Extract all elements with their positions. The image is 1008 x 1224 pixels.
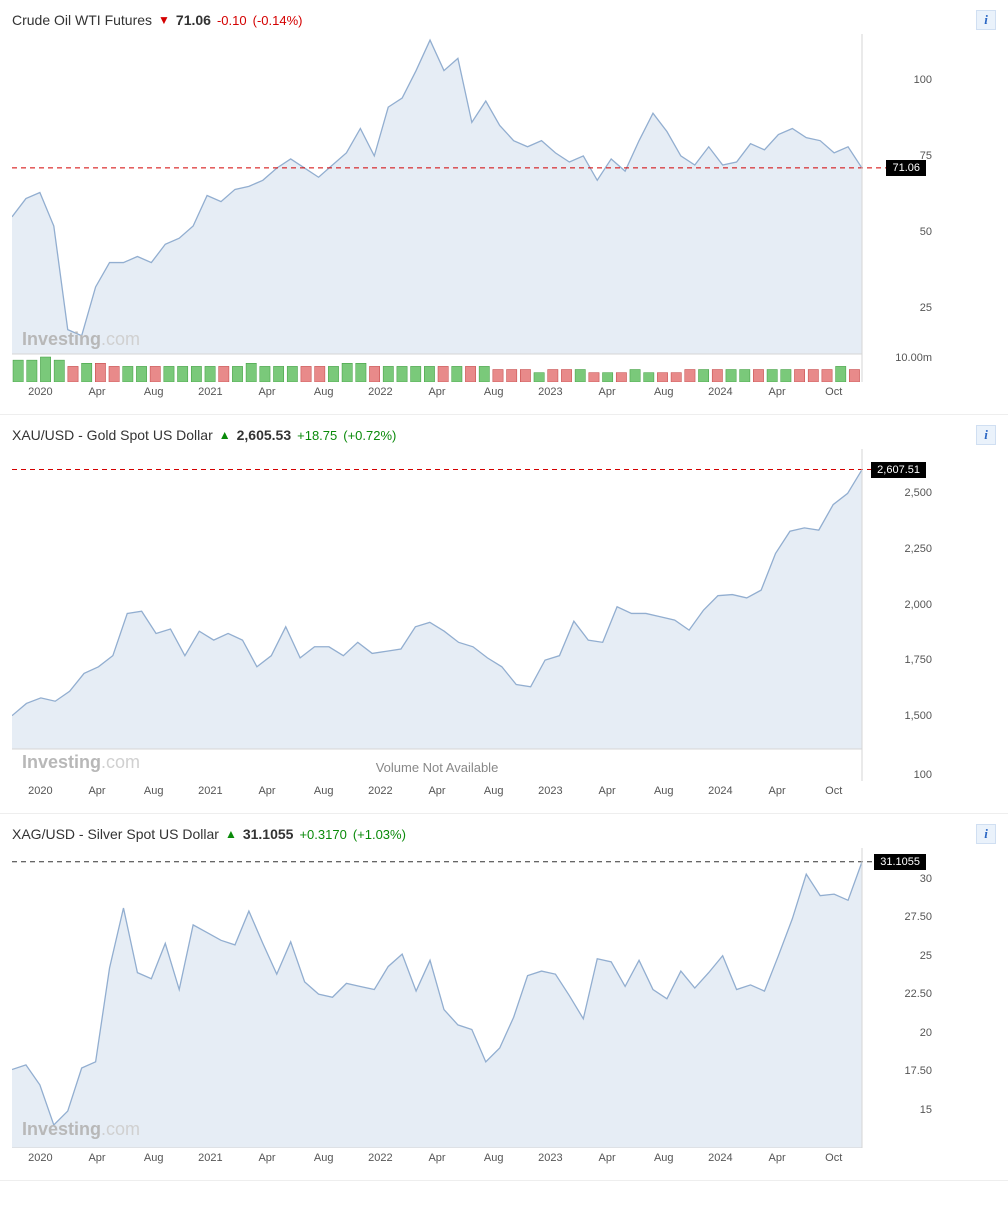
- gold-chart-panel: XAU/USD - Gold Spot US Dollar ▲ 2,605.53 +1…: [0, 415, 1008, 814]
- x-axis-label: 2021: [182, 1152, 239, 1164]
- x-axis-label: 2022: [352, 1152, 409, 1164]
- x-axis-label: Aug: [635, 1152, 692, 1164]
- chart-title: XAU/USD - Gold Spot US Dollar: [12, 427, 213, 443]
- x-axis-label: Aug: [635, 785, 692, 797]
- x-axis-label: Apr: [409, 1152, 466, 1164]
- price-value: 71.06: [176, 12, 211, 28]
- arrow-up-icon: ▲: [219, 428, 231, 442]
- x-axis-label: Apr: [239, 785, 296, 797]
- x-axis-label: 2023: [522, 386, 579, 398]
- info-icon[interactable]: i: [976, 10, 996, 30]
- chart-header: XAG/USD - Silver Spot US Dollar ▲ 31.1055 +…: [12, 826, 1008, 842]
- x-axis-label: Aug: [295, 785, 352, 797]
- x-axis: 2020AprAug2021AprAug2022AprAug2023AprAug…: [12, 1152, 932, 1164]
- y-axis-label: 22.50: [904, 988, 932, 1000]
- price-change-pct: (+0.72%): [343, 428, 396, 443]
- x-axis-label: Apr: [239, 1152, 296, 1164]
- y-axis-label: 17.50: [904, 1065, 932, 1077]
- x-axis-label: 2023: [522, 785, 579, 797]
- chart-body: 25507510010.00m71.06Investing.com: [12, 34, 932, 382]
- x-axis-label: 2024: [692, 1152, 749, 1164]
- x-axis-label: Aug: [465, 785, 522, 797]
- x-axis-label: 2020: [12, 1152, 69, 1164]
- y-axis-label: 1,500: [904, 710, 932, 722]
- price-tag: 71.06: [886, 160, 926, 176]
- y-axis-label: 30: [920, 873, 932, 885]
- x-axis-label: Apr: [579, 785, 636, 797]
- x-axis-label: Aug: [125, 1152, 182, 1164]
- x-axis-label: Aug: [125, 785, 182, 797]
- x-axis-label: Apr: [69, 785, 126, 797]
- price-tag: 31.1055: [874, 854, 926, 870]
- y-axis-label: 1,750: [904, 654, 932, 666]
- x-axis-label: Apr: [409, 386, 466, 398]
- price-change: +0.3170: [299, 827, 346, 842]
- x-axis-label: Apr: [579, 386, 636, 398]
- y-axis-label: 50: [920, 226, 932, 238]
- chart-header: Crude Oil WTI Futures ▼ 71.06 -0.10 (-0.14%): [12, 12, 1008, 28]
- x-axis: 2020AprAug2021AprAug2022AprAug2023AprAug…: [12, 785, 932, 797]
- x-axis-label: Oct: [805, 1152, 862, 1164]
- y-axis-label: 100: [914, 74, 932, 86]
- price-change-pct: (+1.03%): [353, 827, 406, 842]
- info-icon[interactable]: i: [976, 824, 996, 844]
- x-axis-label: Apr: [749, 386, 806, 398]
- x-axis-label: Oct: [805, 386, 862, 398]
- price-change-pct: (-0.14%): [253, 13, 303, 28]
- volume-axis-label: 10.00m: [895, 352, 932, 364]
- chart-title: Crude Oil WTI Futures: [12, 12, 152, 28]
- x-axis-label: 2022: [352, 386, 409, 398]
- x-axis-label: Oct: [805, 785, 862, 797]
- chart-header: XAU/USD - Gold Spot US Dollar ▲ 2,605.53 +1…: [12, 427, 1008, 443]
- x-axis: 2020AprAug2021AprAug2022AprAug2023AprAug…: [12, 386, 932, 398]
- y-axis-label: 25: [920, 302, 932, 314]
- volume-not-available: Volume Not Available: [12, 760, 862, 775]
- x-axis-label: Apr: [69, 1152, 126, 1164]
- chart-title: XAG/USD - Silver Spot US Dollar: [12, 826, 219, 842]
- x-axis-label: Apr: [749, 1152, 806, 1164]
- y-axis-label: 2,500: [904, 487, 932, 499]
- price-value: 31.1055: [243, 826, 294, 842]
- x-axis-label: 2023: [522, 1152, 579, 1164]
- x-axis-label: Apr: [69, 386, 126, 398]
- x-axis-label: 2024: [692, 785, 749, 797]
- arrow-up-icon: ▲: [225, 827, 237, 841]
- x-axis-label: Aug: [635, 386, 692, 398]
- x-axis-label: Aug: [465, 386, 522, 398]
- y-axis-label: 100: [914, 769, 932, 781]
- chart-body: 1517.502022.502527.503031.1055Investing.…: [12, 848, 932, 1148]
- x-axis-label: 2021: [182, 386, 239, 398]
- y-axis-label: 20: [920, 1027, 932, 1039]
- x-axis-label: Aug: [295, 1152, 352, 1164]
- y-axis-label: 15: [920, 1104, 932, 1116]
- x-axis-label: Apr: [579, 1152, 636, 1164]
- price-value: 2,605.53: [237, 427, 292, 443]
- x-axis-label: Aug: [465, 1152, 522, 1164]
- x-axis-label: Aug: [295, 386, 352, 398]
- chart-body: 1,5001,7502,0002,2502,5001002,607.51Inve…: [12, 449, 932, 781]
- x-axis-label: 2020: [12, 386, 69, 398]
- arrow-down-icon: ▼: [158, 13, 170, 27]
- x-axis-label: Apr: [409, 785, 466, 797]
- info-icon[interactable]: i: [976, 425, 996, 445]
- x-axis-label: 2022: [352, 785, 409, 797]
- x-axis-label: 2020: [12, 785, 69, 797]
- x-axis-label: 2024: [692, 386, 749, 398]
- silver-chart-panel: XAG/USD - Silver Spot US Dollar ▲ 31.1055 +…: [0, 814, 1008, 1181]
- x-axis-label: Apr: [239, 386, 296, 398]
- x-axis-label: 2021: [182, 785, 239, 797]
- x-axis-label: Apr: [749, 785, 806, 797]
- price-change: -0.10: [217, 13, 247, 28]
- y-axis-label: 2,000: [904, 599, 932, 611]
- y-axis-label: 2,250: [904, 543, 932, 555]
- crude-chart-panel: Crude Oil WTI Futures ▼ 71.06 -0.10 (-0.14%)…: [0, 0, 1008, 415]
- y-axis-label: 27.50: [904, 911, 932, 923]
- price-tag: 2,607.51: [871, 462, 926, 478]
- y-axis-label: 25: [920, 950, 932, 962]
- x-axis-label: Aug: [125, 386, 182, 398]
- price-change: +18.75: [297, 428, 337, 443]
